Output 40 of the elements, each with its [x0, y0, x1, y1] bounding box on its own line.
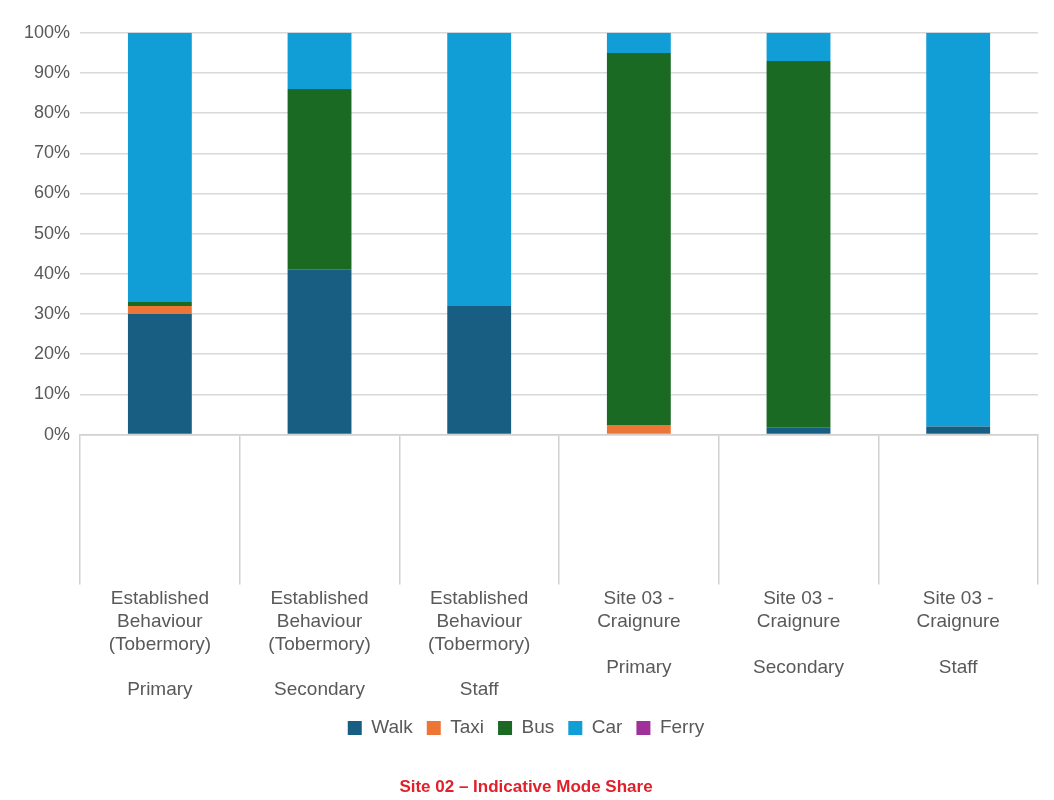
bar — [127, 306, 192, 315]
bar — [926, 426, 991, 434]
category-label: Established Behaviour (Tobermory) Staff — [427, 587, 531, 700]
category-label: Site 03 - Craignure Secondary — [753, 587, 844, 677]
bar — [766, 427, 831, 434]
y-tick-label: 20% — [34, 343, 71, 364]
y-tick-label: 80% — [34, 102, 71, 123]
y-tick-label: 90% — [34, 61, 71, 82]
y-tick-label: 60% — [34, 182, 71, 203]
legend-label: Bus — [521, 716, 555, 738]
bar — [606, 32, 671, 53]
bar — [127, 32, 192, 303]
bar — [287, 269, 352, 434]
y-tick-label: 70% — [34, 142, 71, 163]
y-tick-label: 0% — [44, 423, 71, 444]
category-label: Established Behaviour (Tobermory) Primary — [108, 587, 212, 700]
bar — [447, 306, 512, 434]
category-label: Site 03 - Craignure Staff — [916, 587, 1000, 677]
bar — [766, 60, 831, 428]
bar — [766, 32, 831, 61]
bar — [127, 314, 192, 434]
bar — [447, 32, 512, 307]
bar — [606, 52, 671, 425]
category-label: Site 03 - Craignure Primary — [597, 587, 681, 677]
bar — [127, 302, 192, 307]
text: Site 02 – Indicative Mode Share — [399, 777, 653, 797]
bar — [606, 424, 671, 434]
bar — [287, 89, 352, 270]
y-tick-label: 10% — [34, 383, 71, 404]
category-label: Established Behaviour (Tobermory) Secondary — [268, 587, 371, 700]
bar — [287, 32, 352, 90]
y-tick-label: 100% — [23, 21, 71, 42]
y-tick-label: 50% — [34, 222, 71, 243]
bar — [926, 32, 991, 427]
y-tick-label: 40% — [34, 262, 71, 283]
legend-label: Walk — [371, 716, 414, 738]
legend-label: Car — [591, 716, 624, 738]
legend-label: Taxi — [450, 716, 485, 738]
legend-label: Ferry — [659, 716, 705, 738]
y-tick-label: 30% — [34, 303, 71, 324]
